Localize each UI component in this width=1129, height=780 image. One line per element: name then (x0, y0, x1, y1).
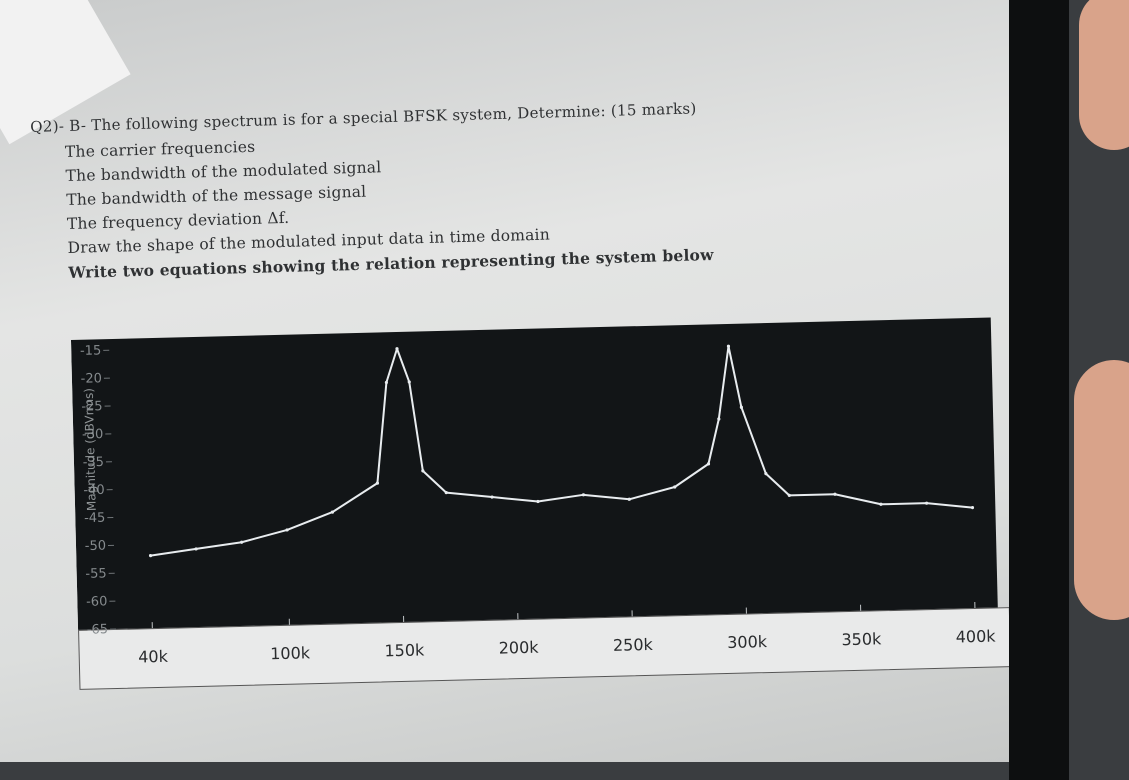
x-tick-label: 150k (384, 640, 425, 660)
plot-background (71, 318, 998, 630)
y-tick-label: -65 (87, 622, 109, 638)
finger-bottom (1074, 360, 1129, 620)
exam-paper: Q2)- B- The following spectrum is for a … (0, 0, 1025, 762)
x-tick-label: 400k (956, 626, 997, 646)
y-axis-label: Magnitude (dBVrms) (74, 369, 108, 530)
x-tick-label: 200k (498, 638, 539, 658)
phone-bezel (1009, 0, 1069, 780)
y-tick-label: -60 (86, 594, 108, 610)
y-tick-label: -50 (85, 539, 107, 555)
x-tick-label: 350k (841, 629, 882, 649)
y-tick-label: -55 (85, 566, 107, 582)
finger-top (1079, 0, 1129, 150)
x-tick-label: 100k (270, 643, 311, 663)
y-tick-label: -15 (80, 343, 102, 359)
x-tick-label: 40k (138, 647, 169, 667)
question-block: Q2)- B- The following spectrum is for a … (30, 94, 894, 289)
x-tick-label: 300k (727, 632, 768, 652)
x-tick-label: 250k (613, 635, 654, 655)
